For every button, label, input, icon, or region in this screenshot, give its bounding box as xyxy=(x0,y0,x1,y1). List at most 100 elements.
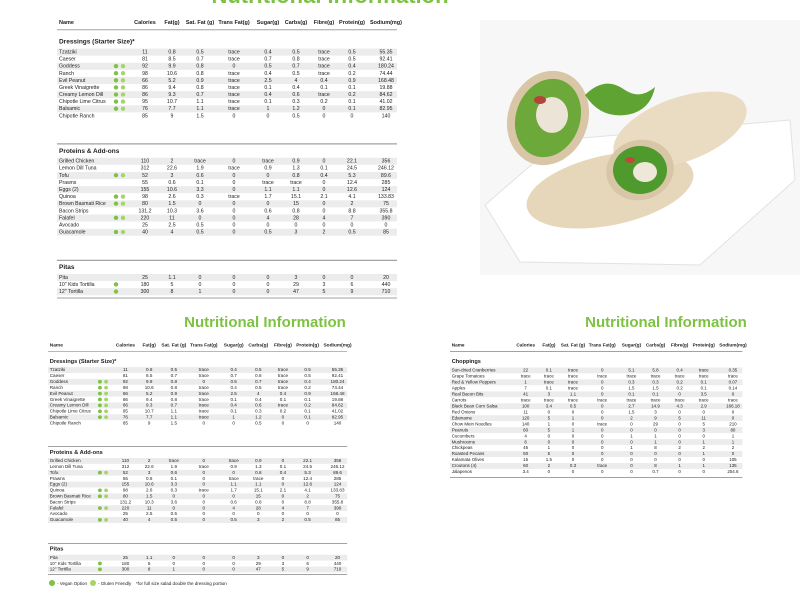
cell-value: 7.7 xyxy=(168,106,175,112)
cell-value: 0 xyxy=(323,223,326,229)
cell-value: 0 xyxy=(630,451,633,456)
cell-value: 0 xyxy=(323,113,326,119)
cell-value: 0.8 xyxy=(171,385,178,390)
cell-value: 11 xyxy=(147,505,152,510)
cell-value: 8.8 xyxy=(348,208,355,214)
cell-value: 47 xyxy=(293,289,299,295)
cell-value: 55.35 xyxy=(379,50,392,56)
column-header: Fibre(g) xyxy=(671,343,689,348)
cell-value: 74.44 xyxy=(332,385,344,390)
table-row: Balsamic 76 7.7 1.1 trace 1 1.2 0 0.1 82.95 xyxy=(48,414,348,421)
cell-value: 0 xyxy=(232,470,235,475)
column-header: Sat. Fat (g) xyxy=(186,20,214,26)
cell-value: 124 xyxy=(334,482,342,487)
cell-value: 0 xyxy=(282,494,285,499)
cell-value: trace xyxy=(318,92,330,98)
gluten-icon xyxy=(104,385,109,390)
cell-value: 0 xyxy=(630,463,633,468)
item-name: Balsamic xyxy=(59,106,80,112)
cell-value: 0 xyxy=(233,173,236,179)
cell-value: 0.1 xyxy=(280,464,287,469)
cell-value: 300 xyxy=(141,289,150,295)
cell-value: 710 xyxy=(334,567,342,572)
cell-value: 76 xyxy=(142,106,148,112)
cell-value: 0.4 xyxy=(320,78,327,84)
cell-value: 180 xyxy=(141,282,150,288)
item-name: Goddess xyxy=(50,379,69,384)
column-header: Protein(g) xyxy=(296,343,319,348)
cell-value: 0.7 xyxy=(171,403,178,408)
cell-value: 0 xyxy=(336,511,339,516)
cell-value: trace xyxy=(627,374,637,379)
cell-value: 1.1 xyxy=(171,415,178,420)
table-row: Tofu 52 3 0.6 0 0 0.8 0.4 5.3 89.6 xyxy=(57,171,397,180)
cell-value: 2.9 xyxy=(701,403,708,408)
cell-value: 285 xyxy=(382,180,391,186)
cell-value: 46 xyxy=(523,445,529,450)
cell-value: 0.2 xyxy=(280,409,287,414)
item-name: Sun-dried Cranberries xyxy=(452,368,497,373)
item-name: Chow Mein Noodles xyxy=(452,421,493,426)
cell-value: 28 xyxy=(256,505,262,510)
cell-value: trace xyxy=(728,398,738,403)
table-row: Tofu 52 3 0.6 0 0 0.8 0.4 5.3 89.6 xyxy=(48,469,348,476)
cell-value: 7.7 xyxy=(146,415,153,420)
cell-value: trace xyxy=(262,180,274,186)
cell-value: 9.4 xyxy=(168,85,175,91)
row-band xyxy=(48,457,348,464)
cell-value: 0 xyxy=(630,469,633,474)
cell-value: 1.2 xyxy=(255,415,262,420)
table-row: Edamame 120 5 1 0 2 9 5 11 0 xyxy=(450,415,743,422)
column-header: Sodium(mg) xyxy=(323,343,352,348)
cell-value: trace xyxy=(228,92,240,98)
row-band xyxy=(450,379,743,386)
cell-value: 3.4 xyxy=(523,469,530,474)
cell-value: 1.3 xyxy=(292,166,299,172)
cell-value: 10.6 xyxy=(145,385,154,390)
cell-value: 0.5 xyxy=(231,517,238,522)
cell-value: 0.5 xyxy=(304,373,311,378)
cell-value: 2 xyxy=(351,201,354,207)
table-row: Eggs (2) 155 10.6 3.3 0 1.1 1.1 0 12.6 124 xyxy=(57,186,397,194)
cell-value: 0 xyxy=(572,451,575,456)
cell-value: 86 xyxy=(142,92,148,98)
cell-value: 0 xyxy=(732,415,735,420)
vegan-icon xyxy=(113,106,119,111)
cell-value: 92.41 xyxy=(332,373,344,378)
legend-text: *for full size salad double the dressing… xyxy=(136,581,227,586)
cell-value: 1.5 xyxy=(652,386,659,391)
item-name: Brown Basmati Rice xyxy=(59,201,106,207)
row-band xyxy=(450,451,743,458)
cell-value: 0 xyxy=(323,208,326,214)
item-name: Balsamic xyxy=(50,415,69,420)
cell-value: 2.6 xyxy=(146,488,153,493)
cell-value: 0.5 xyxy=(255,367,262,372)
cell-value: 5.3 xyxy=(348,173,355,179)
item-name: Mushrooms xyxy=(452,439,476,444)
cell-value: 8 xyxy=(654,463,657,468)
gluten-icon xyxy=(104,391,109,396)
vegan-icon xyxy=(97,397,102,402)
cell-value: 8 xyxy=(148,567,151,572)
cell-value: 356 xyxy=(382,159,391,165)
cell-value: 80 xyxy=(123,494,129,499)
cell-value: 254.6 xyxy=(727,469,739,474)
item-name: Tzatziki xyxy=(50,367,65,372)
row-band xyxy=(57,157,397,165)
cell-value: 9.3 xyxy=(146,403,153,408)
table-row: Lemon Dill Tuna 312 22.6 1.9 trace 0.9 1.3 0.1 2… xyxy=(48,463,348,470)
cell-value: 0.5 xyxy=(292,113,299,119)
cell-value: 0.5 xyxy=(196,223,203,229)
cell-value: 1 xyxy=(702,451,705,456)
cell-value: 0 xyxy=(548,469,551,474)
row-band xyxy=(48,475,348,482)
cell-value: trace xyxy=(228,85,240,91)
cell-value: 22.1 xyxy=(347,159,357,165)
cell-value: trace xyxy=(229,458,240,463)
cell-value: trace xyxy=(228,57,240,63)
cell-value: 0.2 xyxy=(304,385,311,390)
item-name: Eggs (2) xyxy=(50,482,68,487)
cell-value: 0.1 xyxy=(171,476,178,481)
table-row: Evil Peanut 66 5.2 0.9 trace 2.5 4 0.4 0.9 168.48 xyxy=(48,390,348,397)
cell-value: trace xyxy=(597,421,607,426)
